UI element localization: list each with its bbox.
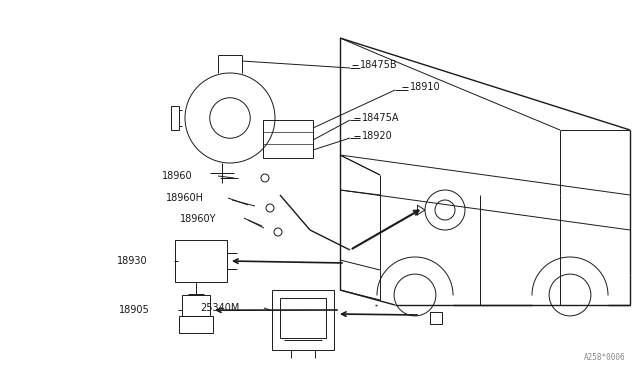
- Bar: [272, 290, 334, 350]
- Text: 18920: 18920: [362, 131, 393, 141]
- Bar: [263, 120, 313, 158]
- Text: 18905: 18905: [119, 305, 150, 315]
- Bar: [182, 295, 210, 316]
- Text: 18475A: 18475A: [362, 113, 399, 123]
- Text: 25340M: 25340M: [200, 303, 239, 313]
- Text: 18960H: 18960H: [166, 193, 204, 203]
- Bar: [171, 106, 179, 130]
- Text: 18960Y: 18960Y: [180, 214, 216, 224]
- Text: A258*0006: A258*0006: [584, 353, 625, 362]
- Text: 18475B: 18475B: [360, 60, 397, 70]
- Text: 18930: 18930: [117, 256, 148, 266]
- Bar: [175, 240, 227, 282]
- Text: 18960: 18960: [162, 171, 193, 181]
- Bar: [179, 316, 213, 333]
- Bar: [280, 298, 326, 338]
- Bar: [430, 312, 442, 324]
- Text: 18910: 18910: [410, 82, 440, 92]
